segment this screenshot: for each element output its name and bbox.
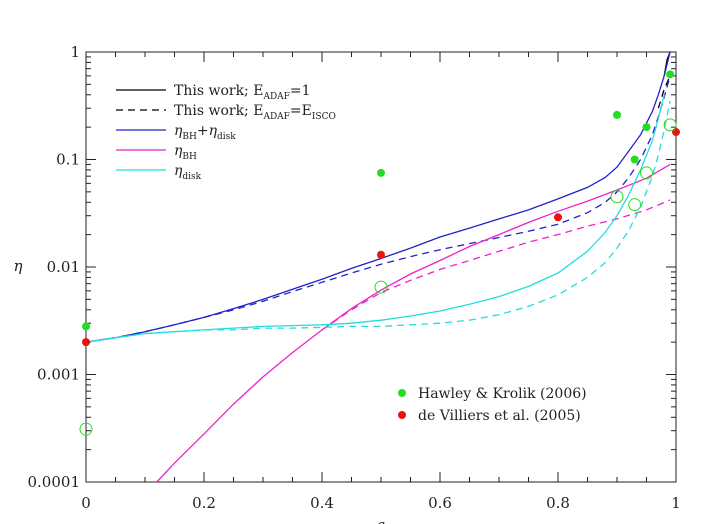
legend-entry: ηdisk bbox=[174, 163, 202, 182]
series-line-3 bbox=[85, 75, 671, 343]
data-point-open bbox=[663, 118, 677, 132]
legend-text-part: =1 bbox=[290, 83, 311, 99]
legend-subscript: BH bbox=[182, 132, 197, 142]
data-point bbox=[82, 322, 90, 331]
data-point bbox=[630, 155, 639, 164]
data-point bbox=[642, 123, 651, 132]
y-tick-label: 1 bbox=[70, 43, 80, 61]
data-point bbox=[672, 128, 680, 137]
series-line-4 bbox=[156, 163, 671, 483]
series-line-7 bbox=[85, 100, 671, 343]
series-line-5 bbox=[321, 199, 671, 331]
x-axis-label: a bbox=[377, 516, 386, 524]
legend-point-label: de Villiers et al. (2005) bbox=[418, 408, 581, 424]
y-axis-label: η bbox=[14, 257, 23, 275]
legend-subscript: disk bbox=[182, 172, 201, 182]
data-point-open bbox=[640, 166, 653, 180]
legend-entry: ηBH+ηdisk bbox=[174, 123, 236, 142]
x-tick-label: 0.4 bbox=[310, 494, 334, 512]
y-tick-label: 0.001 bbox=[37, 366, 80, 384]
legend-subscript: ADAF bbox=[262, 112, 289, 122]
legend-point-label: Hawley & Krolik (2006) bbox=[418, 386, 587, 402]
legend-point-swatch bbox=[398, 411, 406, 419]
legend-text-part: η bbox=[174, 143, 183, 159]
y-tick-label: 0.01 bbox=[47, 258, 80, 276]
y-tick-label: 0.1 bbox=[56, 151, 80, 169]
y-tick-label: 0.0001 bbox=[28, 473, 81, 491]
legend-text-part: +η bbox=[197, 123, 218, 139]
legend-point-swatch bbox=[398, 389, 406, 397]
data-point-open bbox=[628, 198, 642, 212]
data-point bbox=[82, 338, 90, 347]
data-point bbox=[554, 213, 562, 222]
legend-subscript: ISCO bbox=[312, 112, 336, 122]
data-point bbox=[613, 110, 621, 119]
x-tick-label: 0 bbox=[81, 494, 91, 512]
series-layer bbox=[85, 51, 671, 483]
data-point bbox=[377, 250, 385, 259]
x-tick-label: 0.6 bbox=[428, 494, 452, 512]
legend-entry: ηBH bbox=[174, 143, 197, 162]
legend-subscript: ADAF bbox=[262, 92, 289, 102]
legend-text-part: This work; E bbox=[174, 83, 263, 99]
data-point bbox=[666, 70, 675, 79]
legend-text-part: =E bbox=[290, 103, 312, 119]
legend-entry: This work; EADAF=1 bbox=[174, 83, 311, 102]
legend-entry: This work; EADAF=EISCO bbox=[174, 103, 336, 122]
ticks: 0 0.2 0.4 0.6 0.8 1 0.0001 0.001 0.01 0.1 1 bbox=[28, 43, 681, 512]
data-point-open bbox=[610, 190, 624, 204]
x-tick-label: 0.8 bbox=[546, 494, 570, 512]
legend-subscript: BH bbox=[182, 152, 197, 162]
data-point-open bbox=[374, 280, 388, 294]
legend-text-part: η bbox=[174, 163, 183, 179]
x-tick-label: 1 bbox=[671, 494, 681, 512]
data-point bbox=[377, 168, 385, 177]
x-tick-label: 0.2 bbox=[192, 494, 216, 512]
legend-subscript: disk bbox=[217, 132, 236, 142]
legend-text-part: This work; E bbox=[174, 103, 263, 119]
points-layer bbox=[79, 70, 680, 436]
series-line-1 bbox=[657, 75, 671, 109]
legend-text-part: η bbox=[174, 123, 183, 139]
series-line-6 bbox=[85, 94, 665, 343]
data-point-open bbox=[79, 422, 93, 436]
